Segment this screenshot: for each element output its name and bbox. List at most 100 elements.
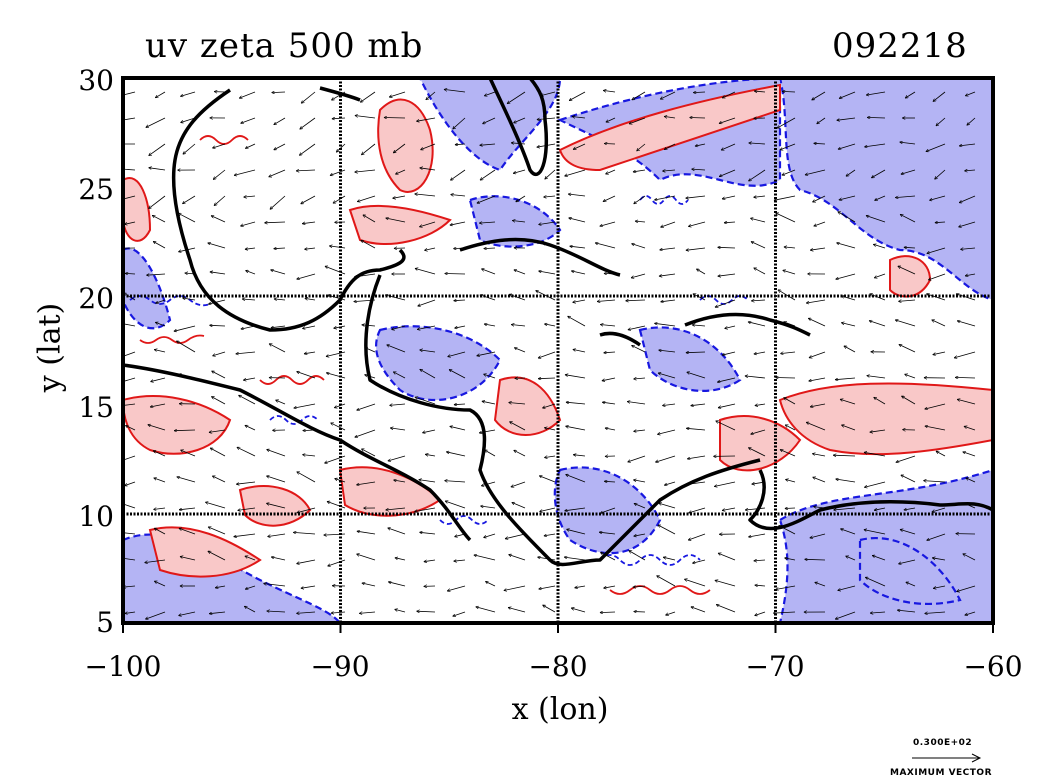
wind-vector (123, 503, 136, 509)
wind-vector (874, 397, 886, 405)
wind-vector (386, 218, 406, 223)
wind-vector (180, 117, 196, 123)
wind-vector (301, 91, 316, 103)
wind-vector (539, 507, 556, 512)
wind-vector (356, 481, 376, 485)
wind-vector (785, 424, 796, 431)
wind-vector (870, 429, 886, 432)
wind-vector (514, 348, 526, 353)
wind-vector (304, 351, 316, 354)
wind-vector (330, 169, 346, 176)
wind-vector (395, 609, 406, 613)
wind-vector (716, 421, 736, 431)
wind-vector (301, 195, 316, 205)
wind-vector (633, 169, 646, 172)
wind-vector (662, 403, 676, 406)
wind-vector (749, 143, 766, 144)
wind-vector (362, 583, 376, 587)
wind-vector (240, 221, 256, 226)
wind-vector (455, 144, 466, 145)
wind-vector (363, 215, 376, 223)
wind-vector (660, 221, 676, 227)
grid-lines (123, 78, 993, 623)
wind-vector (805, 169, 826, 175)
wind-vector (782, 169, 796, 175)
wind-vector (748, 169, 766, 181)
wind-vector (957, 321, 976, 327)
wind-vector (967, 117, 976, 125)
wind-vector (964, 170, 976, 171)
wind-vector (479, 429, 496, 433)
wind-vector (869, 321, 886, 327)
wind-vector (446, 452, 466, 457)
wind-vector (360, 91, 376, 102)
wind-vector (660, 247, 676, 250)
wind-vector (846, 169, 856, 176)
wind-vector (685, 481, 706, 485)
wind-vector (688, 533, 706, 540)
wind-vector (751, 242, 766, 249)
wind-vector (266, 503, 286, 509)
wind-vector (419, 480, 436, 483)
wind-vector (149, 168, 166, 171)
wind-vector (654, 195, 676, 200)
wind-vector (419, 221, 436, 227)
wind-vector (154, 527, 166, 535)
wind-vector (182, 195, 196, 204)
wind-vector (597, 299, 616, 302)
wind-vector (480, 144, 496, 145)
wind-vector (754, 196, 766, 197)
wind-vector (245, 425, 256, 431)
wind-vector (660, 91, 676, 99)
wind-vector (361, 239, 376, 249)
wind-vector (773, 612, 796, 613)
wind-vector (393, 371, 406, 379)
wind-vector (632, 91, 646, 100)
wind-vector (905, 91, 916, 98)
wind-vector (926, 143, 946, 152)
wind-vector (211, 396, 226, 405)
wind-vector (628, 455, 646, 462)
wind-vector (454, 533, 466, 537)
wind-vector (839, 91, 856, 99)
wind-vector (154, 350, 166, 353)
wind-vector (384, 118, 406, 119)
wind-vector (301, 585, 316, 588)
wind-vector (325, 266, 346, 275)
wind-vector (484, 450, 496, 457)
wind-vector (774, 195, 796, 200)
wind-vector (905, 374, 916, 379)
wind-vector (174, 430, 196, 431)
wind-vector (566, 474, 586, 483)
wind-vector (718, 403, 736, 408)
wind-vector (509, 403, 526, 405)
wind-vector (846, 556, 856, 561)
wind-vector (785, 508, 796, 509)
wind-vector (872, 555, 886, 561)
wind-vector (267, 449, 286, 457)
wind-vector (485, 581, 496, 587)
wind-vector (604, 273, 616, 274)
wind-vector (245, 270, 256, 275)
wind-vector (538, 221, 556, 225)
wind-vector (484, 324, 496, 327)
wind-vector (211, 216, 226, 223)
wind-vector (484, 248, 496, 249)
wind-vector (123, 323, 136, 327)
wind-vector (237, 447, 256, 457)
wind-vector (600, 551, 616, 561)
wind-vector (125, 425, 136, 431)
wind-vector (387, 345, 406, 353)
wind-vector (844, 345, 856, 353)
wind-vector (688, 221, 706, 227)
wind-vector (571, 608, 586, 613)
wind-vector (959, 143, 976, 146)
wind-vector (662, 170, 676, 171)
wind-vector (505, 533, 526, 539)
wind-vector (538, 378, 556, 379)
wind-vector (385, 295, 406, 301)
wind-vector (840, 529, 856, 535)
wind-vector (722, 351, 736, 355)
wind-vector (426, 91, 436, 100)
wind-vector (565, 507, 586, 511)
